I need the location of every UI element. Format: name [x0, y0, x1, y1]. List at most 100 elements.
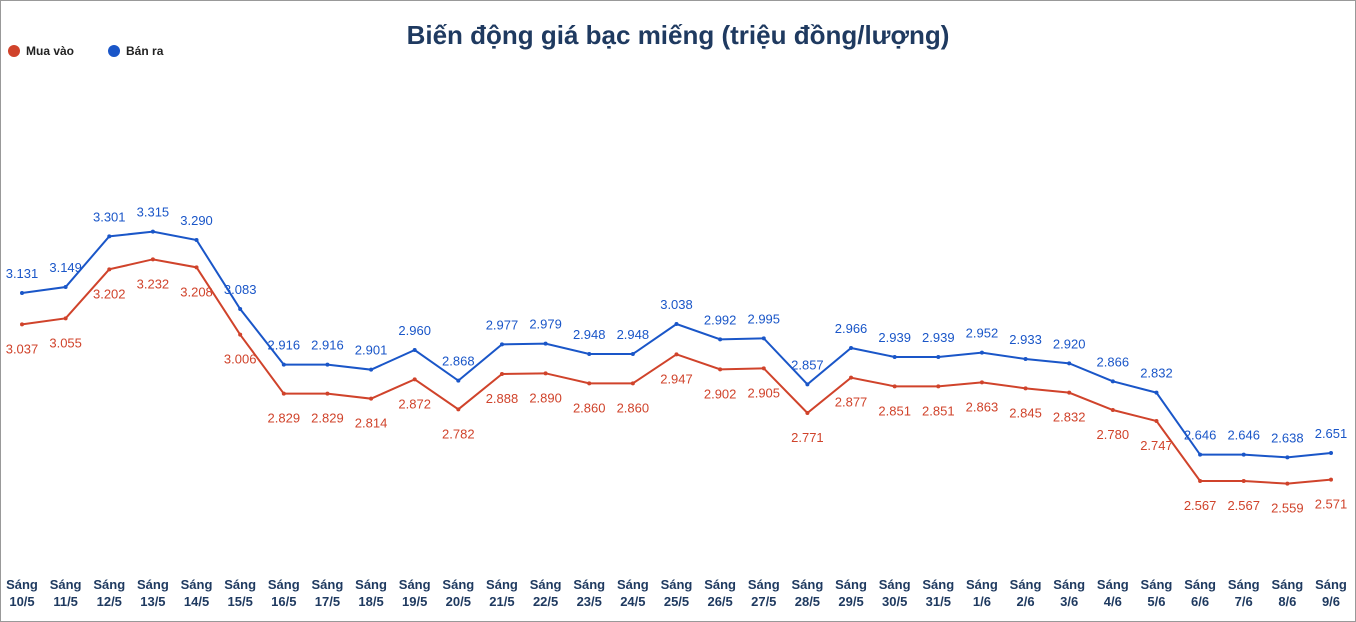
data-label: 2.960 [398, 323, 431, 338]
data-label: 2.782 [442, 426, 475, 441]
data-label: 2.901 [355, 343, 388, 358]
data-label: 2.863 [966, 399, 999, 414]
x-tick-label: Sáng 29/5 [835, 577, 867, 609]
data-point [587, 381, 592, 386]
data-label: 2.651 [1315, 426, 1348, 441]
data-label: 2.888 [486, 391, 519, 406]
x-tick-label: Sáng 2/6 [1009, 577, 1042, 609]
data-label: 3.006 [224, 352, 257, 367]
data-label: 2.860 [573, 400, 606, 415]
data-label: 2.851 [922, 403, 955, 418]
data-point [979, 350, 984, 355]
data-point [499, 342, 504, 347]
data-label: 2.829 [311, 411, 344, 426]
series-line [21, 230, 1332, 459]
data-point [107, 234, 112, 239]
x-tick-label: Sáng 27/5 [747, 577, 780, 609]
data-point [718, 367, 723, 372]
data-label: 2.872 [398, 396, 431, 411]
data-point [630, 352, 635, 356]
data-label: 3.301 [93, 209, 126, 224]
data-point [325, 362, 330, 367]
data-point [761, 336, 766, 341]
x-tick-label: Sáng 7/6 [1227, 577, 1260, 609]
data-label: 2.638 [1271, 430, 1304, 445]
data-point [849, 346, 854, 350]
data-label: 2.571 [1315, 497, 1348, 512]
data-point [281, 391, 286, 396]
data-label: 2.868 [442, 354, 475, 369]
legend-label: Bán ra [126, 44, 164, 58]
data-point [805, 411, 810, 415]
data-label: 2.567 [1184, 498, 1217, 513]
chart-title: Biến động giá bạc miếng (triệu đồng/lượn… [407, 20, 950, 50]
data-point [150, 257, 155, 262]
x-tick-label: Sáng 6/6 [1184, 577, 1216, 609]
data-label: 2.939 [878, 330, 911, 345]
x-tick-label: Sáng 18/5 [355, 577, 387, 609]
data-point [456, 407, 461, 412]
data-point [1154, 390, 1159, 395]
data-point [1110, 408, 1115, 412]
data-point [238, 307, 243, 311]
data-label: 2.845 [1009, 405, 1042, 420]
data-point [456, 378, 461, 383]
data-label: 2.992 [704, 312, 737, 327]
data-point [1329, 477, 1333, 482]
data-label: 2.902 [704, 386, 737, 401]
data-point [1154, 419, 1159, 423]
x-tick-label: Sáng 8/6 [1271, 577, 1304, 609]
x-tick-label: Sáng 14/5 [180, 577, 213, 609]
x-tick-label: Sáng 12/5 [93, 577, 126, 609]
data-point [194, 238, 199, 242]
data-label: 2.905 [747, 385, 780, 400]
data-point [630, 381, 635, 386]
data-point [325, 391, 330, 396]
data-label: 2.916 [268, 338, 301, 353]
data-point [892, 384, 897, 389]
x-tick-label: Sáng 13/5 [136, 577, 169, 609]
data-label: 3.208 [180, 284, 213, 299]
data-point [499, 372, 504, 376]
x-tick-label: Sáng 16/5 [267, 577, 300, 609]
data-label: 2.747 [1140, 438, 1173, 453]
data-label: 2.939 [922, 330, 955, 345]
data-label: 2.966 [835, 321, 868, 336]
data-point [849, 375, 854, 380]
legend-label: Mua vào [26, 44, 74, 58]
legend-swatch [108, 45, 121, 57]
data-label: 3.202 [93, 286, 126, 301]
data-label: 2.948 [573, 327, 606, 342]
data-label: 2.995 [747, 311, 780, 326]
data-point [979, 380, 984, 385]
data-point [936, 355, 941, 359]
data-label: 2.977 [486, 317, 519, 332]
data-point [107, 267, 112, 272]
x-tick-label: Sáng 24/5 [616, 577, 649, 609]
data-point [1329, 451, 1333, 455]
data-point [1241, 479, 1246, 483]
data-label: 3.055 [49, 335, 82, 350]
data-point [761, 366, 766, 371]
data-point [1067, 390, 1072, 395]
data-point [20, 291, 24, 295]
x-tick-label: Sáng 25/5 [660, 577, 693, 609]
data-label: 2.814 [355, 416, 388, 431]
data-point [63, 285, 68, 289]
data-point [150, 229, 155, 234]
data-point [1067, 361, 1072, 366]
data-point [238, 332, 243, 337]
data-label: 2.857 [791, 357, 824, 372]
x-tick-label: Sáng 23/5 [573, 577, 606, 609]
x-tick-label: Sáng 28/5 [791, 577, 824, 609]
data-label: 3.232 [137, 276, 170, 291]
data-label: 2.890 [529, 390, 562, 405]
data-label: 2.832 [1053, 410, 1086, 425]
data-label: 2.567 [1227, 498, 1260, 513]
x-tick-label: Sáng 26/5 [704, 577, 737, 609]
data-point [1241, 452, 1246, 457]
data-point [194, 265, 199, 270]
data-label: 2.851 [878, 403, 911, 418]
